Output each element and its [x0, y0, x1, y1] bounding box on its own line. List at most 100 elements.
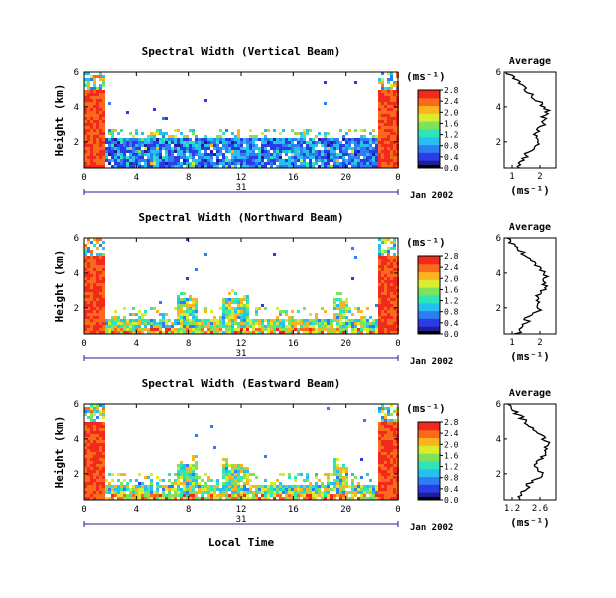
heatmap-cell: [96, 283, 99, 286]
heatmap-cell: [111, 485, 114, 488]
heatmap-cell: [225, 129, 228, 132]
heatmap-cell: [387, 410, 390, 413]
heatmap-cell: [360, 135, 363, 138]
heatmap-cell: [90, 141, 93, 144]
heatmap-cell: [300, 147, 303, 150]
heatmap-cell: [303, 138, 306, 141]
heatmap-cell: [111, 322, 114, 325]
heatmap-cell: [228, 310, 231, 313]
heatmap-cell: [357, 328, 360, 331]
heatmap-cell: [228, 292, 231, 295]
heatmap-cell: [252, 159, 255, 162]
heatmap-cell: [336, 488, 339, 491]
heatmap-cell: [357, 488, 360, 491]
heatmap-cell: [189, 491, 192, 494]
heatmap-cell: [138, 488, 141, 491]
heatmap-cell: [336, 138, 339, 141]
heatmap-cell: [108, 162, 111, 165]
heatmap-cell: [360, 141, 363, 144]
profile-y-tick-label: 2: [496, 470, 501, 480]
heatmap-cell: [258, 328, 261, 331]
heatmap-cell: [87, 494, 90, 497]
heatmap-cell: [150, 147, 153, 150]
heatmap-cell: [357, 482, 360, 485]
heatmap-cell: [384, 289, 387, 292]
heatmap-cell: [354, 322, 357, 325]
heatmap-cell: [393, 102, 396, 105]
heatmap-cell: [252, 141, 255, 144]
heatmap-cell: [279, 485, 282, 488]
heatmap-cell: [162, 144, 165, 147]
heatmap-cell: [387, 250, 390, 253]
heatmap-cell: [108, 138, 111, 141]
heatmap-cell: [147, 494, 150, 497]
heatmap-cell: [372, 497, 375, 500]
heatmap-cell: [303, 135, 306, 138]
heatmap-cell: [393, 247, 396, 250]
heatmap-cell: [177, 147, 180, 150]
heatmap-cell: [297, 156, 300, 159]
heatmap-cell: [84, 250, 87, 253]
heatmap-cell: [207, 138, 210, 141]
heatmap-cell: [378, 129, 381, 132]
heatmap-cell: [387, 277, 390, 280]
heatmap-cell: [204, 310, 207, 313]
heatmap-cell: [267, 156, 270, 159]
heatmap-cell: [339, 467, 342, 470]
heatmap-cell: [372, 153, 375, 156]
heatmap-cell: [129, 494, 132, 497]
heatmap-cell: [279, 150, 282, 153]
heatmap-cell: [369, 141, 372, 144]
heatmap-cell: [381, 159, 384, 162]
heatmap-cell: [381, 440, 384, 443]
heatmap-cell: [198, 322, 201, 325]
heatmap-cell: [117, 156, 120, 159]
heatmap-cell: [90, 464, 93, 467]
heatmap-cell: [93, 307, 96, 310]
heatmap-cell: [282, 162, 285, 165]
heatmap-cell: [279, 473, 282, 476]
heatmap-cell: [186, 464, 189, 467]
heatmap-cell: [123, 491, 126, 494]
heatmap-cell: [321, 141, 324, 144]
heatmap-cell: [378, 96, 381, 99]
heatmap-cell: [177, 153, 180, 156]
heatmap-cell: [240, 319, 243, 322]
heatmap-cell: [237, 470, 240, 473]
heatmap-cell: [207, 331, 210, 334]
heatmap-cell: [381, 268, 384, 271]
heatmap-cell: [237, 464, 240, 467]
heatmap-cell: [96, 129, 99, 132]
heatmap-cell: [240, 147, 243, 150]
heatmap-cell: [90, 253, 93, 256]
heatmap-cell: [384, 105, 387, 108]
heatmap-cell: [144, 162, 147, 165]
heatmap-cell: [141, 319, 144, 322]
heatmap-cell: [186, 313, 189, 316]
heatmap-cell: [378, 452, 381, 455]
heatmap-cell: [216, 156, 219, 159]
heatmap-cell: [384, 488, 387, 491]
heatmap-cell: [306, 319, 309, 322]
heatmap-cell: [189, 470, 192, 473]
heatmap-cell: [378, 310, 381, 313]
heatmap-cell: [147, 147, 150, 150]
heatmap-cell: [216, 485, 219, 488]
heatmap-cell: [393, 443, 396, 446]
heatmap-cell: [390, 473, 393, 476]
heatmap-cell: [390, 117, 393, 120]
heatmap-cell: [135, 141, 138, 144]
heatmap-cell: [300, 485, 303, 488]
heatmap-cell: [303, 156, 306, 159]
heatmap-cell: [87, 141, 90, 144]
heatmap-cell: [357, 485, 360, 488]
heatmap-cell: [336, 162, 339, 165]
heatmap-cell: [309, 497, 312, 500]
heatmap-cell: [387, 413, 390, 416]
heatmap-cell: [87, 473, 90, 476]
heatmap-cell: [345, 485, 348, 488]
heatmap-cell: [282, 473, 285, 476]
heatmap-cell: [93, 123, 96, 126]
colorbar-segment: [418, 90, 440, 93]
heatmap-cell: [87, 440, 90, 443]
